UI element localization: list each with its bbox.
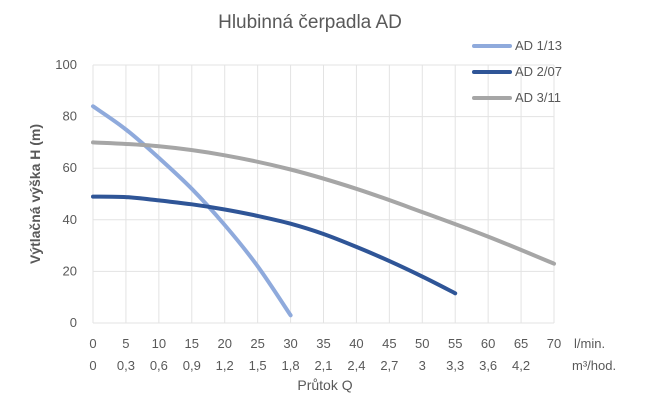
series-line-ad-2-07 [91,194,458,296]
x-tick-label-primary: 10 [152,336,166,351]
x-unit-primary: l/min. [574,336,605,351]
series-lines [91,104,556,318]
x-tick-label-primary: 35 [316,336,330,351]
x-tick-label-primary: 65 [514,336,528,351]
x-tick-label-secondary: 1,2 [216,358,234,373]
x-tick-label-secondary: 1,5 [249,358,267,373]
x-tick-label-primary: 30 [283,336,297,351]
x-axis-ticks-secondary: 0 0,3 0,6 0,9 1,2 1,5 1,8 2,1 2,4 2,7 3 3,3 3,6 4,2 [89,358,530,373]
y-tick-label: 60 [63,160,77,175]
x-tick-label-primary: 40 [349,336,363,351]
x-tick-label-secondary: 2,4 [347,358,365,373]
x-tick-label-secondary: 4,2 [512,358,530,373]
x-tick-label-secondary: 0,3 [117,358,135,373]
x-tick-label-primary: 55 [448,336,462,351]
y-tick-label: 80 [63,109,77,124]
x-axis-label: Průtok Q [297,377,352,393]
x-unit-secondary: m³/hod. [572,358,616,373]
y-tick-label: 20 [63,263,77,278]
x-tick-label-secondary: 1,8 [282,358,300,373]
y-tick-label: 0 [70,315,77,330]
x-tick-label-primary: 5 [122,336,129,351]
x-tick-label-primary: 50 [415,336,429,351]
x-tick-label-primary: 60 [481,336,495,351]
x-tick-label-secondary: 3 [419,358,426,373]
x-tick-label-primary: 45 [382,336,396,351]
x-tick-label-secondary: 3,3 [446,358,464,373]
legend-label: AD 1/13 [515,38,562,53]
x-tick-label-secondary: 2,1 [314,358,332,373]
series-line-ad-1-13 [91,104,293,318]
x-tick-label-primary: 25 [250,336,264,351]
series-line-ad-3-11 [91,140,556,266]
legend: AD 1/13 AD 2/07 AD 3/11 [472,38,562,105]
legend-label: AD 2/07 [515,64,562,79]
legend-label: AD 3/11 [515,90,561,105]
x-tick-label-secondary: 0,9 [183,358,201,373]
x-tick-label-primary: 70 [547,336,561,351]
x-tick-label-primary: 0 [89,336,96,351]
x-axis-ticks-primary: 0 5 10 15 20 25 30 35 40 45 50 55 60 65 70 [89,336,561,351]
x-tick-label-secondary: 2,7 [380,358,398,373]
x-tick-label-secondary: 0 [89,358,96,373]
chart-title: Hlubinná čerpadla AD [218,12,402,33]
y-tick-label: 100 [55,57,77,72]
x-tick-label-primary: 20 [217,336,231,351]
x-tick-label-primary: 15 [185,336,199,351]
y-axis-ticks: 0 20 40 60 80 100 [55,57,77,330]
y-axis-label: Výtlačná výška H (m) [27,124,43,264]
y-tick-label: 40 [63,212,77,227]
x-tick-label-secondary: 0,6 [150,358,168,373]
grid-lines [92,64,555,324]
x-tick-label-secondary: 3,6 [479,358,497,373]
